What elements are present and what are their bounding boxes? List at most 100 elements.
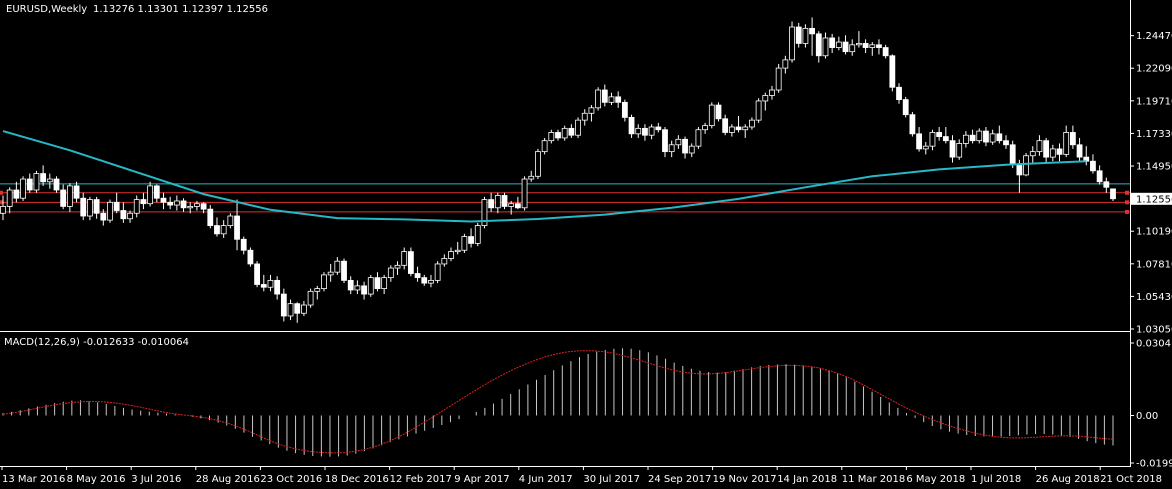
candle-bearish — [882, 47, 889, 57]
candle-bullish — [334, 260, 341, 273]
candle-bearish — [615, 96, 622, 103]
macd-signal-line — [2, 350, 1114, 454]
candle-bearish — [153, 185, 160, 199]
candle-bullish — [802, 27, 809, 44]
candle-bearish — [247, 249, 254, 265]
candle-bearish — [628, 117, 635, 135]
candle-bullish — [535, 151, 541, 177]
candle-bearish — [167, 201, 174, 206]
candle-bullish — [173, 200, 180, 206]
time-tick-label: 9 Apr 2017 — [454, 474, 509, 485]
candle-bearish — [655, 126, 662, 131]
price-tick-label: 1.10190 — [1136, 227, 1172, 238]
candle-bullish — [588, 107, 595, 114]
candle-bullish — [1029, 151, 1036, 157]
candle-bullish — [0, 206, 6, 214]
candle-bullish — [434, 263, 441, 281]
price-tick-label: 1.05430 — [1136, 292, 1172, 303]
candle-bearish — [735, 126, 742, 131]
candle-bearish — [514, 203, 521, 209]
candle-bullish — [33, 173, 40, 191]
price-panel[interactable] — [0, 17, 1130, 323]
time-tick-label: 19 Nov 2017 — [713, 474, 777, 485]
time-tick-label: 28 Aug 2016 — [196, 474, 260, 485]
level-marker — [1125, 200, 1129, 205]
candle-bullish — [454, 249, 461, 253]
candle-bullish — [401, 251, 408, 266]
candle-bearish — [1090, 160, 1096, 172]
candle-bullish — [702, 125, 709, 131]
candle-bearish — [214, 225, 220, 235]
candle-bullish — [668, 144, 675, 153]
candle-bearish — [488, 199, 495, 209]
candle-bearish — [896, 86, 902, 100]
candle-bearish — [100, 212, 107, 221]
candle-bullish — [46, 178, 53, 183]
candle-bearish — [26, 178, 33, 191]
candle-bearish — [889, 55, 896, 88]
time-tick-label: 21 Oct 2018 — [1100, 474, 1162, 485]
level-marker — [0, 190, 3, 195]
candle-bullish — [521, 178, 528, 209]
current-price-tag-label: 1.12556 — [1136, 194, 1172, 205]
candle-bearish — [983, 130, 989, 143]
candle-bearish — [621, 101, 628, 118]
candle-bullish — [528, 175, 535, 180]
candle-bullish — [922, 145, 929, 150]
time-tick-label: 14 Jan 2018 — [777, 474, 837, 485]
candle-bullish — [327, 271, 334, 276]
level-marker — [0, 200, 3, 205]
candle-bullish — [708, 104, 715, 127]
candle-bullish — [608, 96, 615, 103]
candle-bullish — [20, 178, 26, 199]
time-tick-label: 26 Aug 2018 — [1036, 474, 1100, 485]
candle-bullish — [474, 225, 481, 244]
candle-bearish — [909, 114, 916, 135]
candle-bullish — [314, 288, 321, 292]
candle-bullish — [107, 201, 113, 221]
candle-bearish — [1096, 170, 1103, 183]
candle-bearish — [876, 44, 882, 48]
candle-bearish — [240, 238, 247, 251]
price-tick-label: 1.03050 — [1136, 325, 1172, 336]
candle-bearish — [260, 284, 267, 288]
candle-bearish — [13, 189, 20, 199]
candle-bullish — [381, 277, 388, 289]
candle-bullish — [856, 43, 862, 46]
candle-bullish — [147, 185, 154, 205]
candle-bearish — [829, 37, 836, 48]
candle-bullish — [782, 59, 789, 69]
candle-bullish — [548, 132, 555, 142]
candle-bullish — [869, 44, 876, 48]
candle-bearish — [347, 279, 354, 291]
candle-bullish — [394, 264, 401, 269]
time-tick-label: 3 Jul 2016 — [131, 474, 181, 485]
candle-bullish — [956, 143, 963, 158]
candle-bearish — [140, 199, 147, 205]
candle-bearish — [902, 99, 909, 116]
candle-bearish — [254, 263, 260, 285]
candle-bearish — [207, 208, 214, 226]
candle-bullish — [428, 279, 434, 284]
candle-bearish — [113, 201, 120, 211]
candle-bullish — [287, 303, 294, 317]
candle-bullish — [508, 203, 515, 207]
candle-bullish — [448, 251, 454, 259]
candle-bullish — [354, 285, 361, 291]
candle-bearish — [682, 138, 688, 154]
candle-bearish — [53, 178, 60, 191]
candle-bearish — [642, 127, 648, 136]
candle-bearish — [73, 185, 80, 199]
candle-bullish — [849, 44, 856, 53]
candle-bullish — [675, 138, 682, 146]
candle-bearish — [361, 285, 367, 295]
macd-panel[interactable] — [2, 348, 1114, 457]
candle-bullish — [835, 41, 842, 48]
candle-bearish — [815, 33, 822, 57]
candle-bearish — [1009, 144, 1016, 165]
candle-bullish — [976, 130, 983, 142]
time-tick-label: 12 Feb 2017 — [390, 474, 452, 485]
candle-bearish — [862, 43, 869, 48]
candle-bearish — [1076, 144, 1083, 158]
